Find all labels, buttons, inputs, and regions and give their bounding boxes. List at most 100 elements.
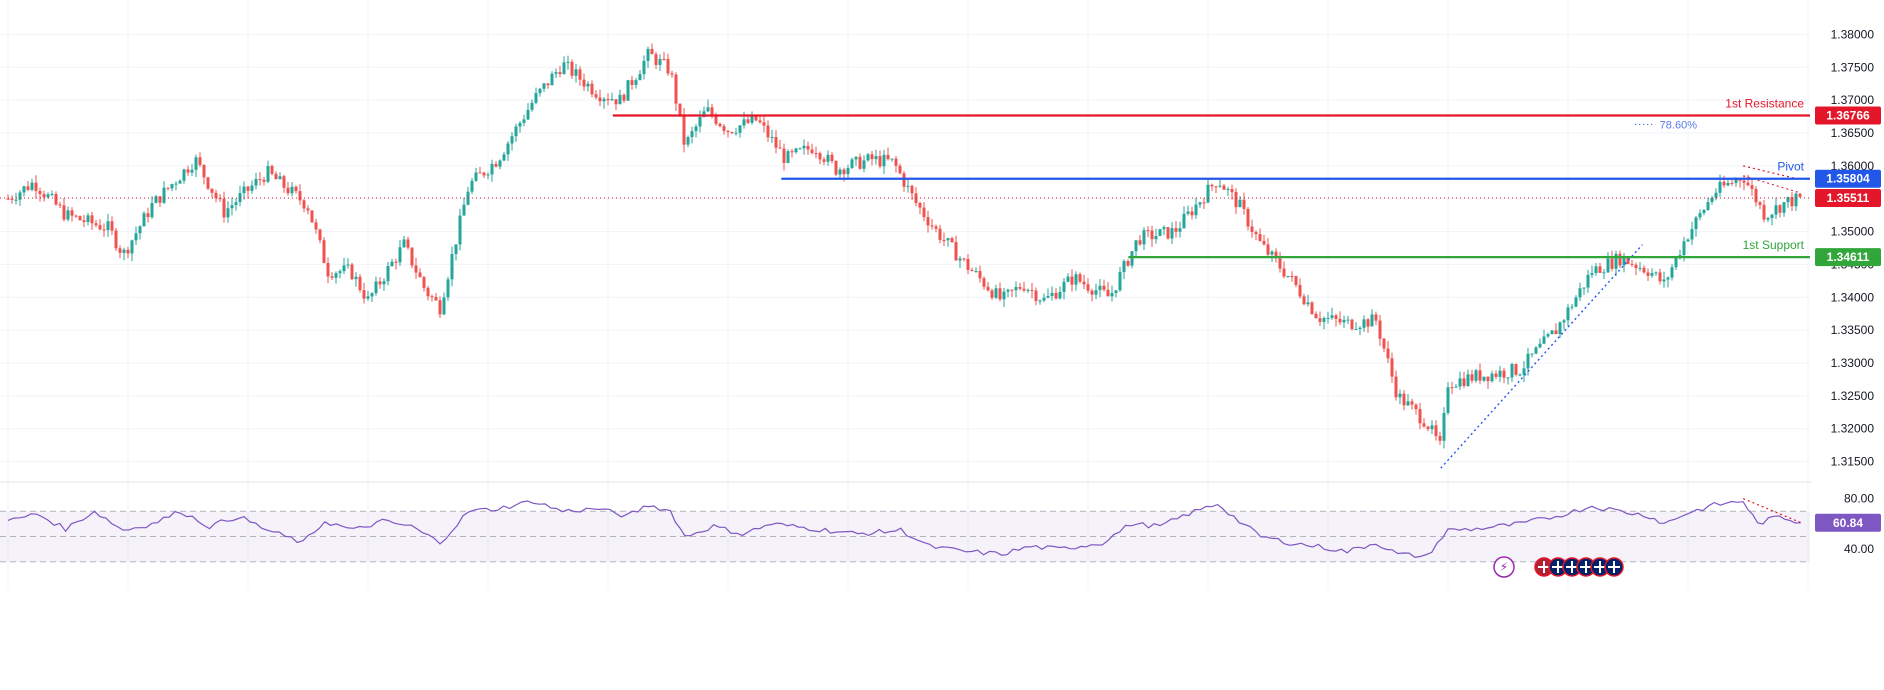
candle-body — [1522, 368, 1526, 375]
candle-body — [302, 200, 306, 209]
candle-body — [1690, 229, 1694, 240]
candle-body — [1358, 327, 1362, 330]
candle-body — [890, 158, 894, 160]
candle-body — [998, 288, 1002, 300]
candle-body — [1302, 296, 1306, 305]
last-price-tag: 1.35511 — [1827, 191, 1870, 205]
candle-body — [906, 185, 910, 187]
candle-body — [802, 145, 806, 149]
candle-body — [362, 290, 366, 299]
candle-body — [354, 276, 358, 280]
candle-body — [410, 247, 414, 266]
candle-body — [1138, 240, 1142, 245]
candle-body — [1342, 319, 1346, 323]
candle-body — [1218, 185, 1222, 187]
candle-body — [1226, 189, 1230, 191]
candle-body — [478, 172, 482, 174]
candle-body — [1130, 251, 1134, 266]
candle-body — [1074, 274, 1078, 285]
candle-body — [870, 154, 874, 160]
candle-body — [982, 278, 986, 287]
candle-body — [702, 111, 706, 118]
level-price-tag-bg — [1815, 248, 1881, 267]
candle-body — [682, 114, 686, 145]
candle-body — [1514, 364, 1518, 375]
candle-body — [162, 187, 166, 203]
candle-body — [1446, 387, 1450, 413]
event-lightning-icon — [1493, 556, 1515, 578]
candle-body — [1182, 213, 1186, 229]
candle-body — [1270, 251, 1274, 255]
candle-body — [618, 94, 622, 105]
candle-body — [470, 180, 474, 192]
candle-body — [1638, 267, 1642, 269]
candle-body — [590, 83, 594, 95]
candle-body — [1366, 319, 1370, 327]
candle-body — [674, 74, 678, 104]
candle-body — [1662, 279, 1666, 282]
candle-body — [822, 159, 826, 162]
candle-body — [1026, 289, 1030, 291]
candle-body — [1702, 209, 1706, 214]
candle-body — [1542, 336, 1546, 344]
candle-body — [1034, 290, 1038, 301]
candle-body — [574, 69, 578, 76]
candle-body — [446, 279, 450, 298]
candle-body — [970, 269, 974, 272]
candle-body — [434, 297, 438, 301]
candle-body — [726, 130, 730, 133]
candle-body — [646, 48, 650, 61]
candle-body — [442, 297, 446, 315]
candle-body — [710, 107, 714, 116]
candle-body — [1442, 412, 1446, 441]
candle-body — [374, 281, 378, 294]
candle-body — [174, 183, 178, 185]
candle-body — [498, 160, 502, 167]
candle-body — [1262, 240, 1266, 245]
candle-body — [986, 286, 990, 291]
candle-body — [1246, 208, 1250, 227]
level-label: 1st Resistance — [1725, 97, 1804, 111]
candle-body — [1326, 317, 1330, 319]
candle-body — [1058, 291, 1062, 299]
candle-body — [1102, 285, 1106, 290]
candle-body — [42, 194, 46, 198]
candle-body — [366, 296, 370, 299]
candle-body — [114, 230, 118, 249]
candle-body — [1430, 425, 1434, 430]
candle-body — [266, 165, 270, 182]
price-tick-label: 1.37000 — [1831, 93, 1875, 107]
candle-body — [1678, 255, 1682, 257]
candle-body — [1586, 274, 1590, 288]
candle-body — [858, 156, 862, 169]
candle-body — [1242, 199, 1246, 209]
candle-body — [1466, 374, 1470, 386]
candle-body — [794, 148, 798, 153]
candle-body — [1758, 202, 1762, 205]
price-tick-label: 1.37500 — [1831, 60, 1875, 74]
price-tick-label: 1.36500 — [1831, 126, 1875, 140]
candle-body — [1782, 202, 1786, 213]
price-tick-label: 1.38000 — [1831, 27, 1875, 41]
candle-body — [678, 103, 682, 115]
candle-body — [534, 93, 538, 103]
candle-body — [514, 126, 518, 137]
candle-body — [1750, 185, 1754, 189]
candle-body — [746, 119, 750, 123]
candle-body — [378, 281, 382, 285]
level-price-tag-bg — [1815, 169, 1881, 188]
candle-body — [778, 147, 782, 149]
candle-body — [1186, 211, 1190, 214]
candle-body — [1318, 318, 1322, 322]
candle-body — [494, 163, 498, 167]
candle-body — [898, 165, 902, 174]
candle-body — [614, 99, 618, 105]
trendline-up — [1440, 244, 1643, 469]
candle-body — [1606, 258, 1610, 273]
candle-body — [1574, 297, 1578, 307]
candle-body — [666, 58, 670, 74]
candle-body — [1794, 193, 1798, 207]
candle-body — [562, 62, 566, 74]
